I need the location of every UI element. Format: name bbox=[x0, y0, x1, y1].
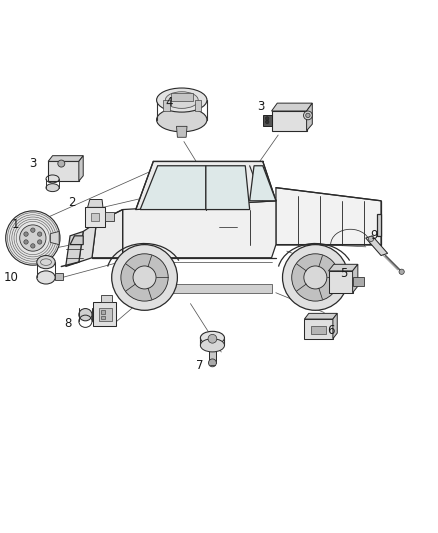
Text: 4: 4 bbox=[165, 96, 173, 109]
Ellipse shape bbox=[200, 339, 224, 352]
Circle shape bbox=[304, 266, 327, 289]
Polygon shape bbox=[328, 271, 353, 293]
Circle shape bbox=[208, 334, 217, 343]
Text: 1: 1 bbox=[11, 219, 19, 231]
Ellipse shape bbox=[200, 332, 224, 344]
Circle shape bbox=[20, 225, 46, 251]
Circle shape bbox=[208, 359, 216, 367]
Polygon shape bbox=[99, 308, 112, 321]
Polygon shape bbox=[55, 273, 63, 280]
Circle shape bbox=[399, 269, 404, 274]
Polygon shape bbox=[304, 313, 337, 319]
Polygon shape bbox=[272, 103, 312, 111]
Circle shape bbox=[292, 254, 339, 301]
Polygon shape bbox=[48, 156, 83, 161]
Circle shape bbox=[112, 245, 177, 310]
Polygon shape bbox=[206, 166, 250, 209]
Circle shape bbox=[24, 240, 28, 244]
Polygon shape bbox=[91, 213, 99, 221]
Text: 8: 8 bbox=[64, 317, 71, 330]
Polygon shape bbox=[123, 201, 276, 258]
Polygon shape bbox=[328, 264, 358, 271]
Text: 3: 3 bbox=[29, 157, 36, 170]
Polygon shape bbox=[276, 188, 381, 245]
Ellipse shape bbox=[156, 108, 207, 132]
Polygon shape bbox=[353, 278, 364, 286]
Polygon shape bbox=[195, 100, 201, 111]
Polygon shape bbox=[50, 231, 59, 245]
Ellipse shape bbox=[79, 309, 92, 321]
Polygon shape bbox=[127, 284, 272, 293]
Ellipse shape bbox=[37, 255, 55, 269]
Text: 6: 6 bbox=[327, 324, 335, 336]
Text: 10: 10 bbox=[4, 271, 18, 284]
Polygon shape bbox=[136, 161, 276, 209]
Circle shape bbox=[38, 240, 42, 244]
Circle shape bbox=[31, 244, 35, 248]
Circle shape bbox=[304, 111, 312, 120]
Text: 7: 7 bbox=[195, 359, 203, 372]
Ellipse shape bbox=[165, 92, 198, 108]
Text: 3: 3 bbox=[257, 100, 264, 113]
Text: 5: 5 bbox=[340, 266, 347, 280]
Polygon shape bbox=[304, 319, 333, 339]
Polygon shape bbox=[177, 126, 187, 138]
Circle shape bbox=[265, 120, 269, 124]
Polygon shape bbox=[140, 166, 206, 209]
Text: 9: 9 bbox=[371, 229, 378, 243]
Circle shape bbox=[38, 232, 42, 236]
Polygon shape bbox=[307, 103, 312, 131]
Circle shape bbox=[31, 228, 35, 232]
Circle shape bbox=[265, 117, 269, 120]
Polygon shape bbox=[272, 111, 307, 131]
Polygon shape bbox=[171, 93, 193, 101]
Polygon shape bbox=[79, 223, 96, 262]
Polygon shape bbox=[101, 310, 105, 314]
Polygon shape bbox=[333, 313, 337, 339]
Polygon shape bbox=[105, 212, 114, 221]
Polygon shape bbox=[366, 236, 388, 255]
Polygon shape bbox=[101, 316, 105, 319]
Polygon shape bbox=[88, 199, 103, 207]
Circle shape bbox=[24, 232, 28, 236]
Polygon shape bbox=[209, 345, 216, 363]
Polygon shape bbox=[353, 264, 358, 293]
Polygon shape bbox=[70, 236, 83, 245]
Polygon shape bbox=[377, 214, 381, 236]
Circle shape bbox=[368, 236, 374, 241]
Polygon shape bbox=[93, 302, 116, 326]
Ellipse shape bbox=[156, 88, 207, 112]
Text: 2: 2 bbox=[68, 197, 76, 209]
Circle shape bbox=[6, 211, 60, 265]
Circle shape bbox=[283, 245, 348, 310]
Circle shape bbox=[121, 254, 168, 301]
Polygon shape bbox=[48, 161, 79, 181]
Polygon shape bbox=[79, 156, 83, 181]
Polygon shape bbox=[311, 326, 326, 334]
Ellipse shape bbox=[37, 271, 55, 284]
Polygon shape bbox=[263, 115, 272, 126]
Polygon shape bbox=[250, 166, 276, 201]
Circle shape bbox=[306, 113, 310, 118]
Circle shape bbox=[133, 266, 156, 289]
Ellipse shape bbox=[46, 184, 59, 191]
Polygon shape bbox=[163, 100, 170, 111]
Polygon shape bbox=[101, 295, 112, 302]
Circle shape bbox=[58, 160, 65, 167]
Polygon shape bbox=[92, 209, 123, 258]
Polygon shape bbox=[85, 207, 105, 227]
Polygon shape bbox=[66, 231, 83, 266]
